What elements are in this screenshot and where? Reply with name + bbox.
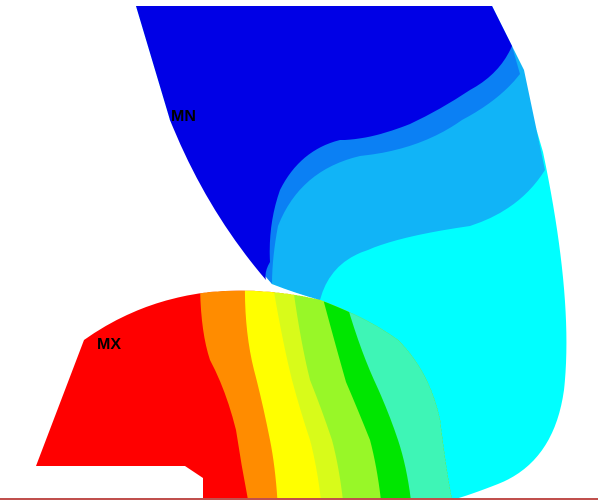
upper-body-dark-blue-band: [136, 6, 512, 280]
max-label: MX: [97, 336, 121, 353]
min-label: MN: [171, 108, 196, 125]
